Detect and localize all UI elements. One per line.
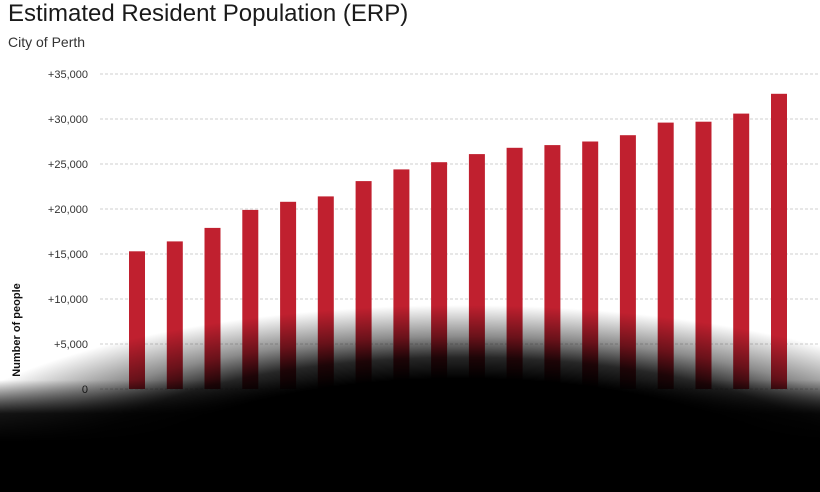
bar	[317, 196, 334, 389]
bar	[733, 113, 750, 389]
bar	[355, 181, 372, 389]
y-tick-label: +25,000	[48, 159, 88, 171]
bar	[468, 154, 485, 389]
bar	[129, 251, 145, 389]
bar	[657, 122, 674, 389]
y-tick-label: +35,000	[48, 69, 88, 81]
bar	[393, 169, 410, 389]
y-tick-label: +5,000	[54, 339, 88, 351]
bar	[280, 201, 297, 389]
bar	[771, 93, 787, 390]
bar	[242, 209, 259, 389]
y-tick-label: 0	[82, 384, 88, 396]
y-tick-label: +10,000	[48, 294, 88, 306]
y-tick-label: +15,000	[48, 249, 88, 261]
bar	[544, 145, 561, 389]
bar	[166, 241, 183, 389]
bar	[204, 227, 221, 389]
bar	[431, 162, 448, 389]
y-tick-label: +20,000	[48, 204, 88, 216]
y-axis-ticks: 0 +5,000 +10,000 +15,000 +20,000 +25,000 +30,0…	[48, 69, 88, 396]
bar	[695, 121, 712, 389]
bar	[619, 135, 636, 389]
bars	[129, 93, 787, 390]
y-tick-label: +30,000	[48, 114, 88, 126]
bar	[582, 141, 599, 389]
bar	[506, 147, 523, 389]
